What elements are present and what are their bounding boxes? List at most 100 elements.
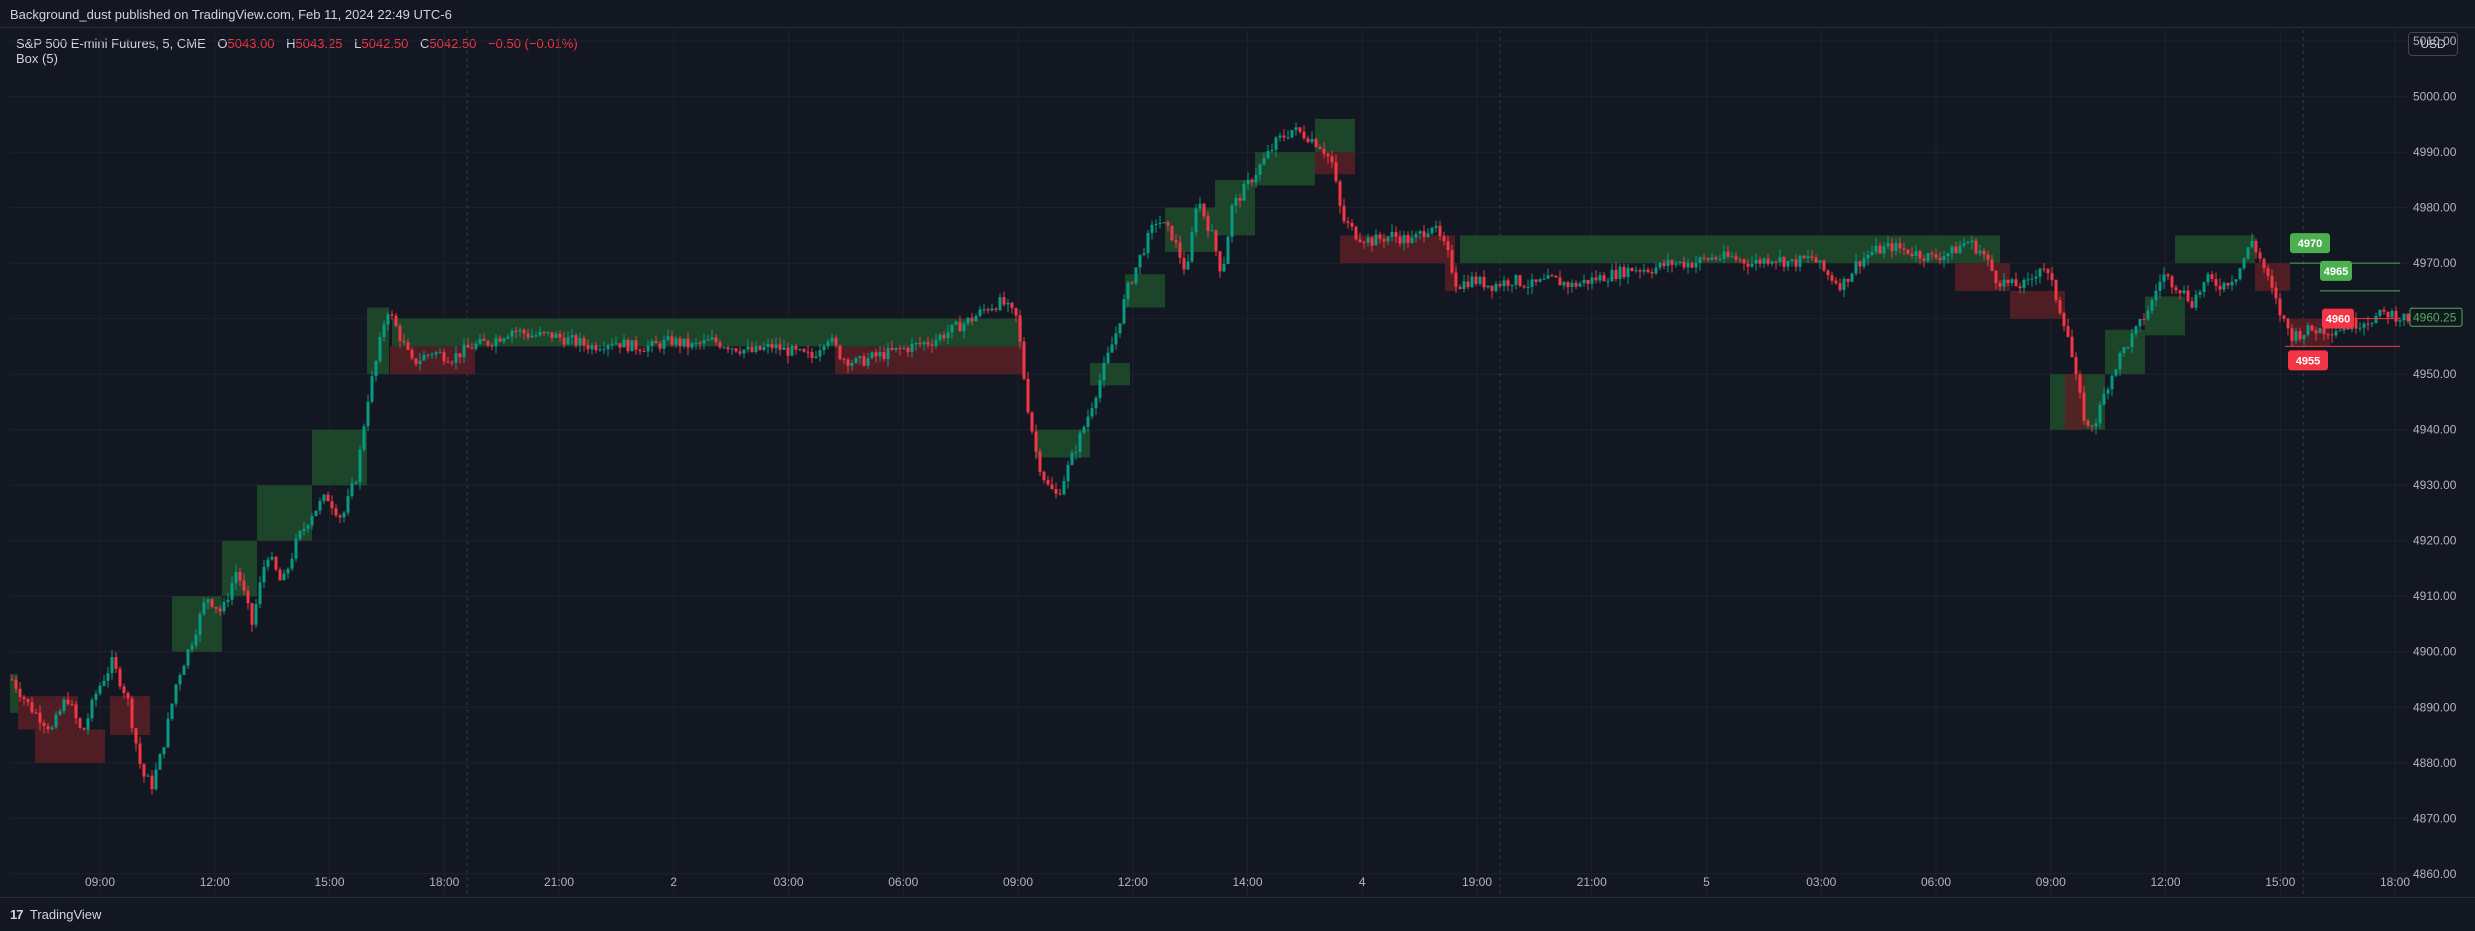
candle-body [950, 324, 954, 333]
candle-body [22, 696, 26, 700]
candle-body [1138, 254, 1142, 268]
candle-body [1658, 262, 1662, 268]
candle-body [2402, 313, 2406, 321]
candle-body [1250, 179, 1254, 183]
candle-body [182, 665, 186, 676]
bear-box [1955, 263, 2010, 291]
candle-body [2086, 420, 2090, 426]
tradingview-logo-icon: 17 [10, 907, 24, 922]
candle-body [1854, 261, 1858, 274]
candle-body [1470, 276, 1474, 288]
candle-body [1458, 286, 1462, 289]
candle-body [1734, 256, 1738, 260]
candle-body [2218, 285, 2222, 290]
candle-body [1934, 254, 1938, 258]
candle-body [1354, 226, 1358, 240]
candle-body [1698, 257, 1702, 264]
tradingview-brand[interactable]: 17 TradingView [10, 907, 101, 922]
candle-body [1286, 137, 1290, 139]
candle-body [1946, 253, 1950, 257]
symbol-name[interactable]: S&P 500 E-mini Futures, 5, CME [16, 36, 206, 51]
candle-body [630, 340, 634, 352]
time-tick-label: 14:00 [1232, 875, 1262, 889]
candle-body [482, 338, 486, 341]
candle-body [486, 340, 490, 346]
bull-box [1460, 235, 2000, 264]
price-tick-label: 4960.00 [2413, 312, 2457, 326]
price-tick-label: 4940.00 [2413, 423, 2457, 437]
candle-body [2118, 352, 2122, 370]
candle-body [2194, 294, 2198, 308]
candle-body [498, 338, 502, 342]
candle-body [1114, 333, 1118, 345]
candle-body [358, 449, 362, 483]
candle-body [710, 337, 714, 340]
candle-body [754, 345, 758, 352]
candle-body [350, 483, 354, 497]
candle-body [1958, 245, 1962, 254]
candle-body [1906, 249, 1910, 254]
candle-body [374, 360, 378, 377]
candle-body [42, 722, 46, 727]
candle-body [1622, 266, 1626, 278]
candle-body [922, 342, 926, 345]
candle-body [1038, 451, 1042, 472]
candle-body [466, 344, 470, 348]
candle-body [278, 569, 282, 581]
publish-info: Background_dust published on TradingView… [10, 7, 452, 22]
candle-body [1206, 216, 1210, 232]
candle-body [2158, 281, 2162, 291]
candle-body [1826, 270, 1830, 276]
candle-body [1322, 148, 1326, 154]
bull-box [2105, 329, 2145, 375]
candle-body [1874, 245, 1878, 252]
candle-body [894, 347, 898, 350]
candle-body [1434, 225, 1438, 228]
candle-body [650, 340, 654, 346]
candle-body [1218, 251, 1222, 272]
candle-body [938, 334, 942, 340]
candle-body [106, 673, 110, 681]
candle-body [2246, 247, 2250, 259]
indicator-label[interactable]: Box (5) [16, 51, 58, 66]
candle-body [1686, 262, 1690, 268]
candle-body [382, 324, 386, 337]
candle-body [806, 351, 810, 353]
candle-body [2378, 309, 2382, 316]
candle-body [2286, 318, 2290, 329]
candle-body [530, 335, 534, 338]
candle-body [1290, 130, 1294, 138]
candle-body [254, 604, 258, 625]
candle-body [1482, 276, 1486, 288]
candle-body [2398, 320, 2402, 322]
candle-body [454, 353, 458, 363]
candle-body [2258, 252, 2262, 259]
candle-body [1578, 283, 1582, 287]
candle-body [602, 349, 606, 351]
candle-body [574, 335, 578, 346]
time-tick-label: 19:00 [1462, 875, 1492, 889]
candle-body [1790, 259, 1794, 261]
candle-body [1630, 267, 1634, 272]
candle-body [242, 580, 246, 591]
candle-body [1834, 280, 1838, 284]
candle-body [838, 345, 842, 360]
candle-body [1534, 279, 1538, 282]
candle-body [458, 353, 462, 358]
candle-body [1998, 282, 2002, 287]
price-tick-label: 4870.00 [2413, 811, 2457, 825]
candle-body [26, 699, 30, 703]
candle-body [1186, 261, 1190, 270]
candle-body [1486, 285, 1490, 288]
candle-body [1558, 277, 1562, 286]
candle-body [1466, 281, 1470, 288]
price-tick-label: 4880.00 [2413, 756, 2457, 770]
candle-body [1226, 236, 1230, 265]
candle-body [426, 354, 430, 356]
candle-body [822, 345, 826, 351]
candle-body [998, 297, 1002, 311]
candle-body [994, 308, 998, 311]
candle-body [1462, 281, 1466, 289]
currency-button[interactable]: USD [2408, 32, 2458, 56]
